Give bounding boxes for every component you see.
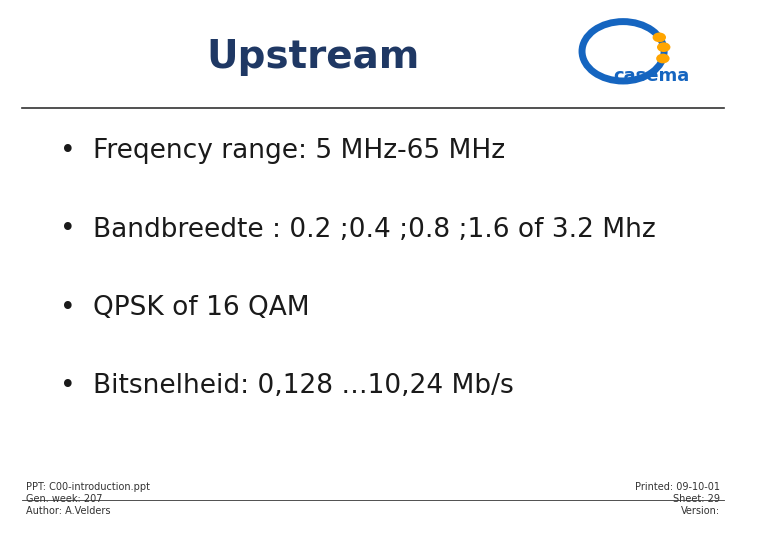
Text: •: • (60, 373, 76, 399)
Text: PPT: C00-introduction.ppt: PPT: C00-introduction.ppt (26, 482, 150, 492)
Text: Version:: Version: (681, 505, 720, 516)
Text: Sheet: 29: Sheet: 29 (673, 494, 720, 504)
Text: •: • (60, 217, 76, 242)
Text: casema: casema (613, 66, 690, 85)
Text: Author: A.Velders: Author: A.Velders (26, 505, 111, 516)
Circle shape (653, 32, 666, 42)
Text: Upstream: Upstream (207, 38, 420, 76)
Text: QPSK of 16 QAM: QPSK of 16 QAM (94, 295, 310, 321)
Text: Gen. week: 207: Gen. week: 207 (26, 494, 103, 504)
Text: Printed: 09-10-01: Printed: 09-10-01 (635, 482, 720, 492)
Text: •: • (60, 138, 76, 164)
Text: Bandbreedte : 0.2 ;0.4 ;0.8 ;1.6 of 3.2 Mhz: Bandbreedte : 0.2 ;0.4 ;0.8 ;1.6 of 3.2 … (94, 217, 656, 242)
Text: Freqency range: 5 MHz-65 MHz: Freqency range: 5 MHz-65 MHz (94, 138, 505, 164)
Circle shape (656, 53, 669, 63)
Text: Bitsnelheid: 0,128 …10,24 Mb/s: Bitsnelheid: 0,128 …10,24 Mb/s (94, 373, 514, 399)
Text: •: • (60, 295, 76, 321)
Circle shape (657, 42, 671, 52)
